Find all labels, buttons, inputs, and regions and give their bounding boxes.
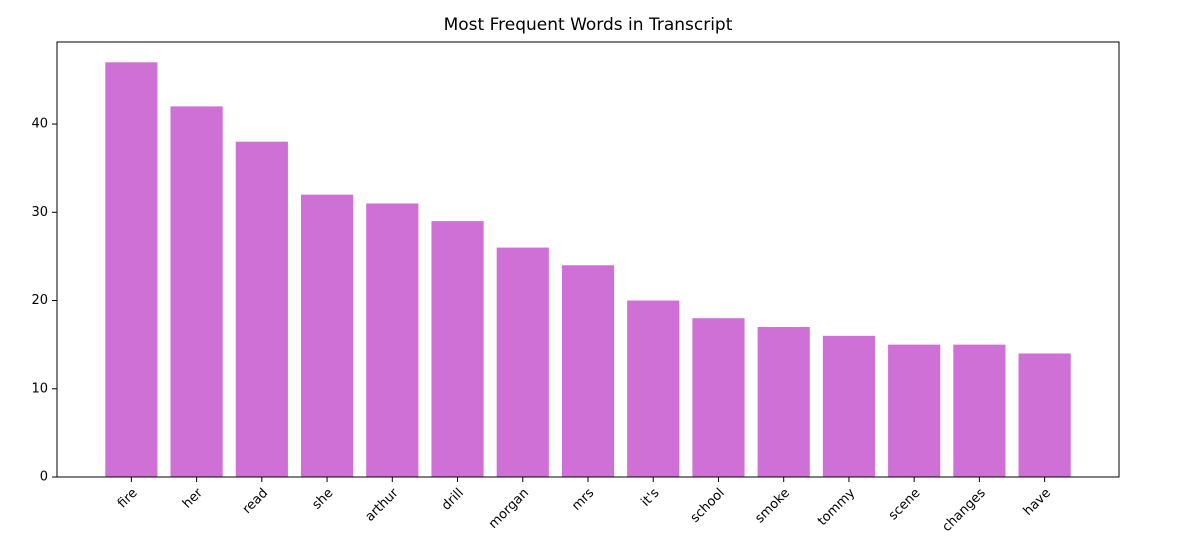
bar (627, 300, 680, 477)
plot-frame (56, 41, 1120, 478)
bar (300, 194, 354, 477)
bar (1018, 353, 1071, 477)
bar (561, 265, 615, 477)
y-tick-label: 0 (40, 470, 48, 485)
bar (496, 247, 549, 477)
y-tick-label: 20 (31, 293, 48, 308)
y-tick-label: 10 (31, 381, 48, 396)
bar (888, 344, 941, 477)
bar (235, 141, 288, 478)
bar (953, 344, 1006, 477)
bar (757, 327, 810, 477)
bar (692, 318, 745, 477)
y-tick-label: 30 (31, 205, 48, 220)
bar (366, 203, 419, 477)
bar (431, 221, 484, 477)
bar (170, 106, 223, 477)
y-tick-label: 40 (31, 117, 48, 132)
bar (822, 335, 876, 477)
chart-title: Most Frequent Words in Transcript (444, 15, 733, 35)
bar (105, 62, 158, 477)
